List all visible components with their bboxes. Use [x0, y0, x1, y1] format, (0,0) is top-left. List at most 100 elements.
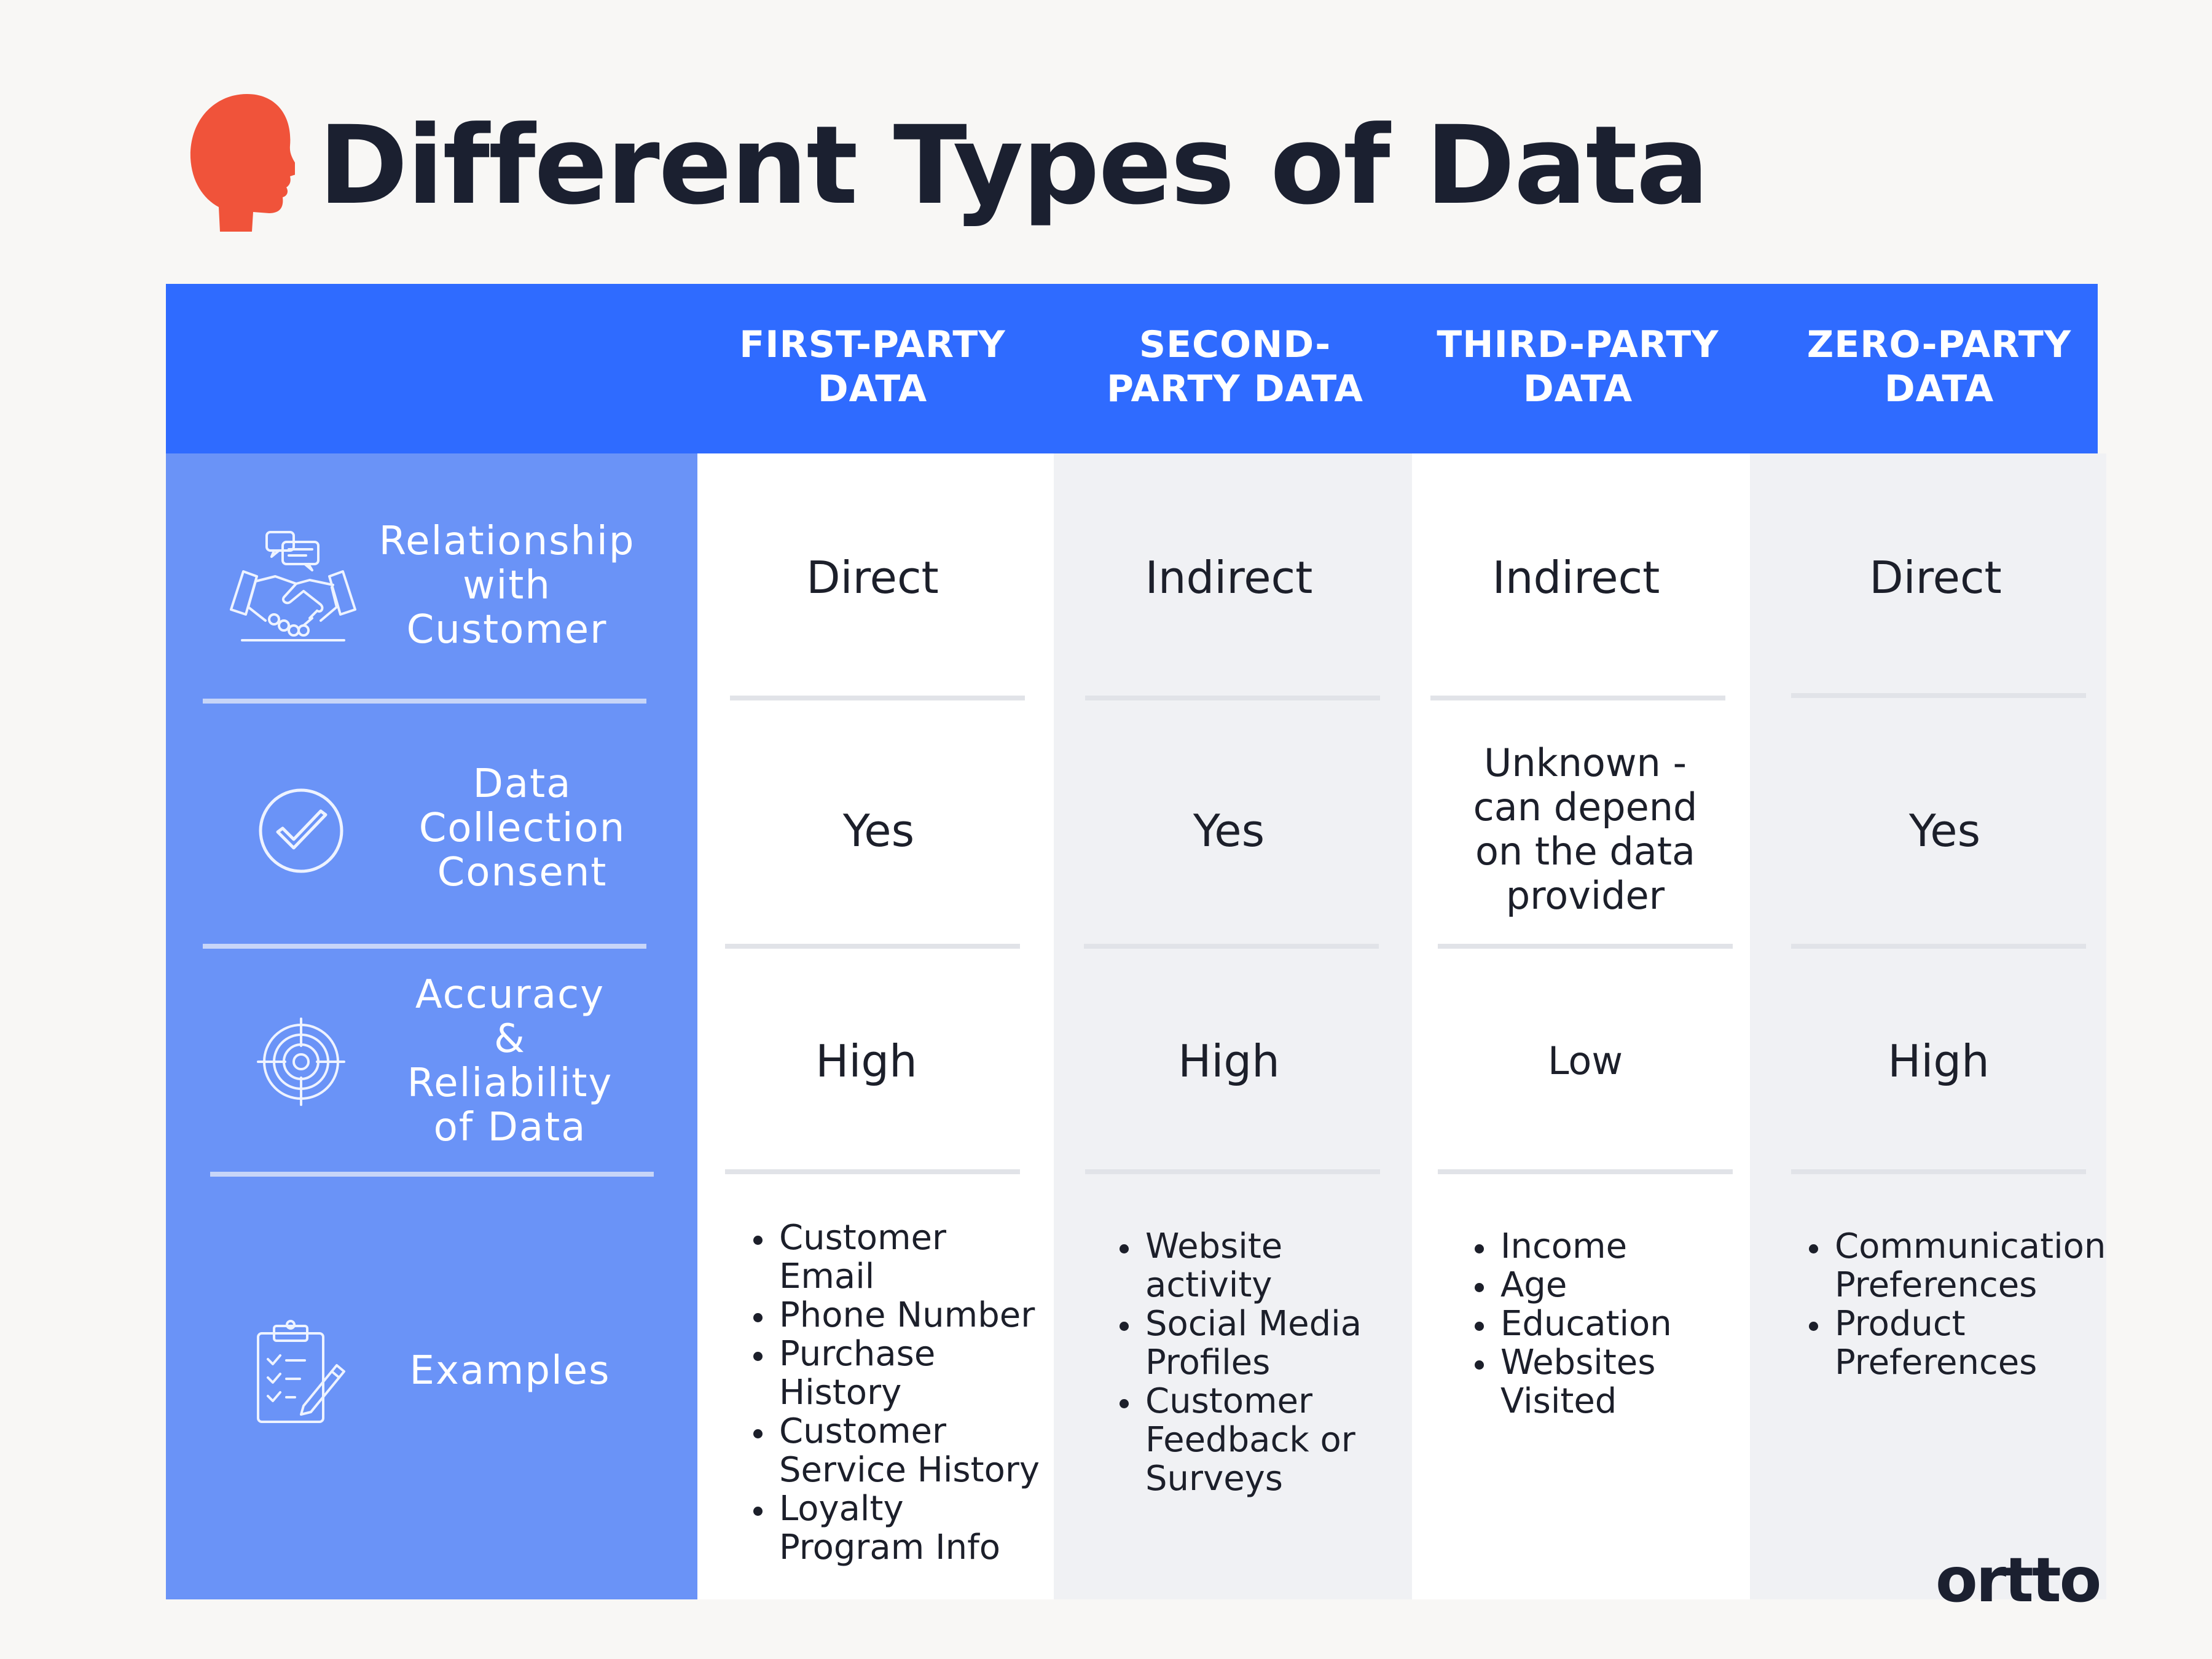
row-label-relationship: Relationship with Customer [359, 519, 654, 652]
list-item-line: Purchase [779, 1334, 936, 1374]
cell-accuracy-first-party: High [815, 1035, 917, 1087]
cell-relationship-first-party: Direct [806, 552, 939, 603]
row-divider [1084, 944, 1379, 949]
column-header-second-party: SECOND- PARTY DATA [1081, 323, 1389, 415]
column-header-line: THIRD-PARTY [1437, 323, 1719, 366]
column-header-line: DATA [1884, 367, 1994, 410]
column-header-line: SECOND- [1139, 323, 1332, 366]
row-divider [1085, 696, 1380, 700]
row-label-line: Collection [418, 806, 626, 851]
list-item: Age [1497, 1266, 1747, 1304]
column-header-line: ZERO-PARTY [1806, 323, 2072, 366]
list-item-line: Service History [779, 1450, 1040, 1490]
column-second-party [1054, 453, 1412, 1599]
row-label-examples: Examples [409, 1348, 611, 1394]
row-label-line: with [463, 563, 551, 608]
row-divider [1791, 944, 2086, 949]
row-label-line: Reliability [407, 1061, 613, 1106]
page-title: Different Types of Data [318, 103, 1709, 229]
cell-consent-third-party: Unknown - can depend on the data provide… [1413, 741, 1757, 918]
list-item-line: Preferences [1835, 1265, 2037, 1305]
row-divider [725, 1169, 1020, 1174]
column-third-party [1412, 453, 1750, 1599]
row-label-line: Accuracy [415, 972, 605, 1018]
cell-accuracy-second-party: High [1178, 1035, 1280, 1087]
list-item-line: Feedback or [1145, 1420, 1355, 1460]
column-header-line: FIRST-PARTY [739, 323, 1006, 366]
column-header-line: DATA [817, 367, 928, 410]
row-divider [1438, 1169, 1733, 1174]
list-item-line: Program Info [779, 1528, 1001, 1567]
cell-relationship-second-party: Indirect [1145, 552, 1313, 603]
brand-logo: ortto [1936, 1544, 2101, 1616]
column-header-zero-party: ZERO-PARTY DATA [1786, 323, 2093, 415]
list-item-line: Website [1145, 1226, 1283, 1266]
column-header-third-party: THIRD-PARTY DATA [1424, 323, 1732, 415]
target-icon [257, 1018, 345, 1106]
cell-consent-zero-party: Yes [1908, 805, 1981, 857]
cell-line: on the data [1475, 829, 1696, 874]
list-item-line: Communication [1835, 1226, 2106, 1266]
list-item-line: Surveys [1145, 1459, 1283, 1499]
list-item-line: Phone Number [779, 1295, 1035, 1335]
row-label-line: & [494, 1016, 526, 1062]
table-header [166, 284, 2098, 455]
handshake-icon [229, 528, 358, 645]
checkmark-circle-icon [257, 786, 345, 875]
cell-accuracy-third-party: Low [1547, 1038, 1623, 1083]
list-item-line: Customer [779, 1218, 947, 1258]
cell-consent-second-party: Yes [1193, 805, 1265, 857]
row-label-accuracy: Accuracy & Reliability of Data [363, 973, 657, 1150]
list-item-line: activity [1145, 1265, 1273, 1305]
cell-line: can depend [1473, 785, 1698, 830]
clipboard-checklist-icon [254, 1320, 347, 1426]
row-label-line: Customer [406, 607, 608, 653]
row-label-panel [166, 453, 697, 1599]
row-label-consent: Data Collection Consent [375, 762, 670, 895]
row-label-line: Data [473, 761, 572, 807]
list-item-line: Education [1500, 1304, 1672, 1344]
row-divider [1791, 693, 2086, 698]
cell-consent-first-party: Yes [842, 805, 915, 857]
row-label-line: of Data [433, 1105, 587, 1150]
list-item-line: Customer [1145, 1381, 1313, 1421]
row-divider [1438, 944, 1733, 949]
cell-line: Unknown - [1484, 740, 1687, 785]
list-item-line: Preferences [1835, 1343, 2037, 1382]
head-silhouette-icon [178, 89, 299, 232]
row-divider [725, 944, 1020, 949]
column-header-line: DATA [1523, 367, 1633, 410]
list-item-line: Websites [1500, 1343, 1656, 1382]
list-item-line: Age [1500, 1265, 1567, 1305]
row-divider [730, 696, 1025, 700]
list-item-line: Visited [1500, 1381, 1617, 1421]
row-divider [203, 699, 646, 704]
list-item-line: Customer [779, 1411, 947, 1451]
column-header-line: PARTY DATA [1107, 367, 1363, 410]
row-label-line: Consent [437, 850, 608, 895]
list-item-line: Email [779, 1257, 875, 1296]
list-item-line: Product [1835, 1304, 1966, 1344]
list-item: Education [1497, 1304, 1747, 1343]
list-item-line: Income [1500, 1226, 1628, 1266]
list-item: Phone Number [775, 1296, 1057, 1335]
cell-relationship-zero-party: Direct [1869, 552, 2002, 603]
column-header-first-party: FIRST-PARTY DATA [719, 323, 1026, 415]
row-divider [1791, 1169, 2086, 1174]
row-divider [1430, 696, 1725, 700]
